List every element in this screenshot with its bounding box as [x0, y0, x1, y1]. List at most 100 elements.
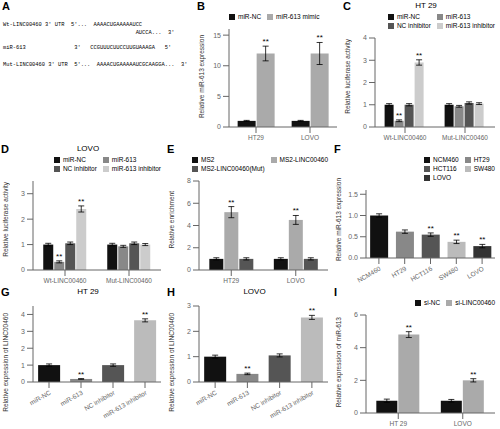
svg-text:LOVO: LOVO — [454, 420, 472, 427]
svg-text:0: 0 — [187, 266, 191, 273]
svg-text:**: ** — [396, 111, 402, 120]
svg-text:miR-NC: miR-NC — [28, 389, 52, 407]
svg-text:HT29: HT29 — [390, 265, 408, 279]
svg-text:miR-613 inhibitor: miR-613 inhibitor — [102, 388, 149, 419]
svg-text:miR-613: miR-613 — [225, 389, 250, 408]
svg-text:1.5: 1.5 — [348, 191, 358, 198]
html-text:HT 29: HT 29 — [77, 287, 99, 296]
svg-text:1.0: 1.0 — [348, 212, 358, 219]
svg-text:15: 15 — [213, 32, 221, 39]
svg-text:2: 2 — [21, 216, 25, 223]
svg-text:**: ** — [309, 306, 315, 315]
html-text:Relative miR-613 expression: Relative miR-613 expression — [198, 35, 205, 118]
html-text:HT 29: HT 29 — [415, 1, 437, 10]
svg-text:2: 2 — [187, 244, 191, 251]
svg-text:HT 29: HT 29 — [389, 420, 407, 427]
svg-text:2: 2 — [363, 79, 367, 86]
svg-text:3: 3 — [21, 328, 25, 335]
svg-text:Wt-LINC00460: Wt-LINC00460 — [44, 277, 87, 284]
svg-text:0: 0 — [363, 123, 367, 130]
svg-text:**: ** — [142, 310, 148, 319]
svg-text:LOVO: LOVO — [301, 134, 319, 141]
html-text:miR-613 mimic: miR-613 mimic — [276, 13, 320, 20]
svg-text:4: 4 — [21, 311, 25, 318]
svg-text:1: 1 — [187, 353, 191, 360]
svg-text:3: 3 — [187, 302, 191, 309]
svg-text:3: 3 — [21, 190, 25, 197]
svg-text:4: 4 — [187, 222, 191, 229]
svg-text:HT29: HT29 — [248, 134, 264, 141]
svg-text:4: 4 — [363, 34, 367, 41]
svg-text:**: ** — [263, 37, 269, 46]
svg-text:**: ** — [453, 231, 459, 240]
html-text:miR-NC: miR-NC — [238, 13, 262, 20]
html-text:E: E — [167, 143, 175, 155]
html-text:Relative enrichment: Relative enrichment — [168, 190, 175, 249]
svg-text:6: 6 — [354, 311, 358, 318]
svg-text:LOVO: LOVO — [466, 265, 485, 280]
svg-text:Mut-LINC00460: Mut-LINC00460 — [442, 134, 488, 141]
svg-text:**: ** — [479, 235, 485, 244]
html-text:H: H — [167, 286, 175, 298]
svg-text:**: ** — [406, 323, 412, 332]
svg-text:2: 2 — [21, 345, 25, 352]
svg-text:HCT116: HCT116 — [409, 265, 433, 283]
svg-text:**: ** — [470, 370, 476, 379]
html-text:NC inhibitor: NC inhibitor — [62, 165, 97, 172]
svg-text:**: ** — [428, 224, 434, 233]
svg-text:2: 2 — [354, 377, 358, 384]
svg-text:**: ** — [228, 198, 234, 207]
svg-text:**: ** — [78, 370, 84, 379]
svg-text:HT29: HT29 — [223, 277, 239, 284]
svg-text:SW480: SW480 — [437, 265, 459, 282]
svg-text:**: ** — [317, 33, 323, 42]
svg-text:0: 0 — [21, 378, 25, 385]
svg-text:NC inhibitor: NC inhibitor — [249, 388, 283, 412]
svg-text:0: 0 — [187, 378, 191, 385]
svg-text:**: ** — [56, 252, 62, 261]
html-text:D: D — [1, 143, 9, 155]
html-text:B: B — [197, 0, 205, 12]
svg-text:2: 2 — [187, 328, 191, 335]
svg-text:**: ** — [416, 51, 422, 60]
svg-text:0.5: 0.5 — [348, 233, 358, 240]
svg-text:miR-613: miR-613 — [59, 389, 84, 408]
svg-text:0: 0 — [354, 409, 358, 416]
svg-text:0.0: 0.0 — [348, 254, 358, 261]
html-text:miR-NC: miR-NC — [62, 156, 86, 163]
svg-text:4: 4 — [354, 344, 358, 351]
svg-text:**: ** — [78, 197, 84, 206]
svg-text:NCM460: NCM460 — [356, 265, 382, 284]
svg-text:LOVO: LOVO — [287, 277, 305, 284]
svg-text:10: 10 — [213, 62, 221, 69]
html-text:miR-NC: miR-NC — [396, 13, 420, 20]
html-text:miR-613 inhibitor: miR-613 inhibitor — [111, 165, 161, 172]
svg-text:6: 6 — [187, 200, 191, 207]
html-text:C: C — [343, 0, 351, 12]
svg-text:8: 8 — [187, 177, 191, 184]
svg-text:0: 0 — [21, 266, 25, 273]
svg-text:1: 1 — [363, 101, 367, 108]
svg-text:3: 3 — [363, 57, 367, 64]
html-text:miR-613: miR-613 — [445, 13, 471, 20]
svg-text:Mut-LINC00460: Mut-LINC00460 — [106, 277, 152, 284]
svg-text:1: 1 — [21, 241, 25, 248]
html-text:LOVO: LOVO — [243, 287, 266, 296]
html-text:LOVO: LOVO — [76, 144, 100, 153]
html-text:Relative luciferase activity: Relative luciferase activity — [2, 182, 9, 257]
html-text:miR-613 inhibitor: miR-613 inhibitor — [445, 22, 495, 29]
html-text:miR-613: miR-613 — [111, 156, 137, 163]
svg-text:1: 1 — [21, 362, 25, 369]
svg-text:miR-613 inhibitor: miR-613 inhibitor — [269, 388, 316, 419]
html-text:A: A — [2, 0, 10, 12]
svg-text:NC inhibitor: NC inhibitor — [82, 388, 116, 412]
svg-text:5: 5 — [217, 93, 221, 100]
html-text:NC inhibitor: NC inhibitor — [396, 22, 431, 29]
svg-text:**: ** — [293, 206, 299, 215]
svg-text:**: ** — [244, 364, 250, 373]
html-text:Relative luciferase activity: Relative luciferase activity — [344, 39, 351, 114]
svg-text:0: 0 — [217, 123, 221, 130]
svg-text:Wt-LINC00460: Wt-LINC00460 — [384, 134, 427, 141]
svg-text:miR-NC: miR-NC — [194, 389, 218, 407]
html-text:G: G — [1, 286, 10, 298]
